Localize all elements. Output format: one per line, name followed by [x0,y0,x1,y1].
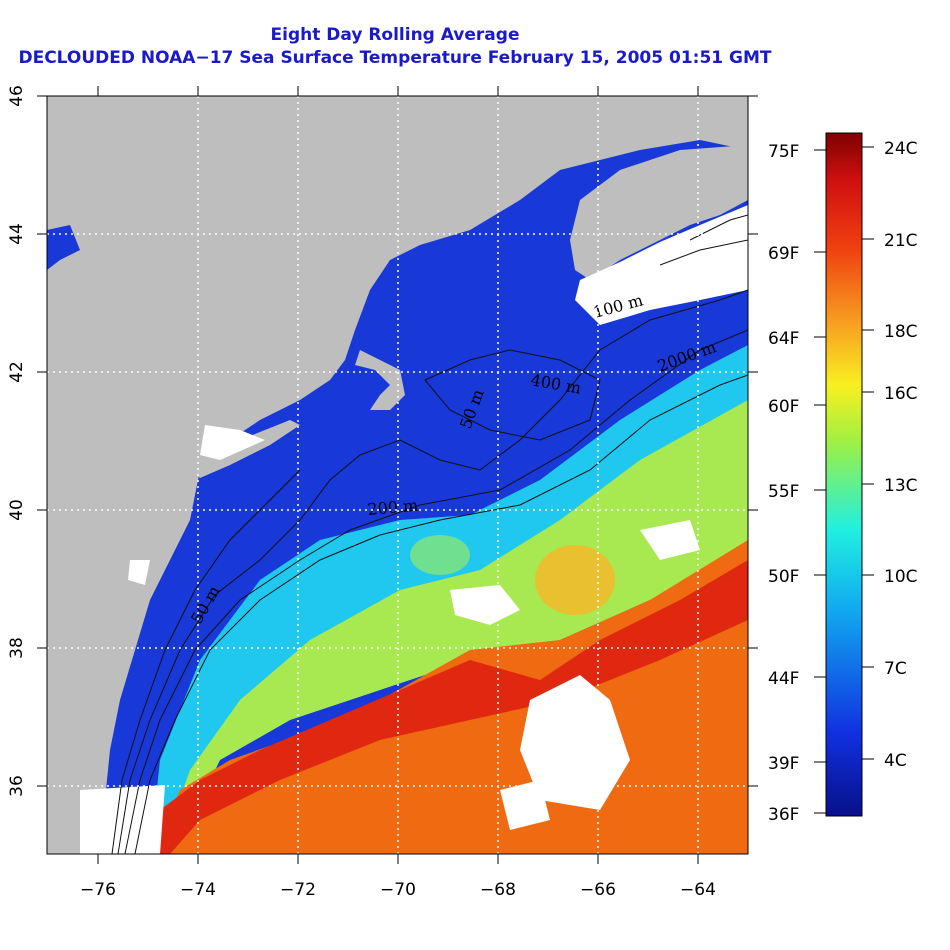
cloud-mask [450,585,520,625]
map-title: Eight Day Rolling Average [270,25,520,45]
y-tick-label: 36 [7,775,27,797]
map-plot-area: 100 m 2000 m 400 m 50 m 200 m 50 m [47,96,748,854]
fahrenheit-label: 39F [768,754,799,774]
celsius-label: 21C [884,231,918,251]
contour-scotian [659,214,748,266]
eddy-feature [410,535,470,575]
x-axis-ticks [97,86,699,864]
x-axis-labels: −76 −74 −72 −70 −68 −66 −64 [80,880,716,900]
celsius-label: 24C [884,139,918,159]
y-axis-ticks [37,95,758,787]
celsius-label: 18C [884,322,918,342]
slope-water-yellow [160,400,748,854]
contour-200m [124,329,748,854]
x-tick-label: −72 [280,880,316,900]
x-tick-label: −76 [80,880,116,900]
no-data-coastal [200,425,265,460]
graticule [47,96,748,854]
y-tick-label: 42 [7,361,27,383]
contour-label: 200 m [367,496,419,519]
x-tick-label: −74 [180,880,216,900]
warm-core-ring [535,545,615,615]
land-nova-scotia [570,145,748,280]
fahrenheit-label: 69F [768,244,799,264]
fahrenheit-labels: 75F 69F 64F 60F 55F 50F 44F 39F 36F [768,142,799,825]
gulf-stream-core [140,560,748,854]
map-subtitle: DECLOUDED NOAA−17 Sea Surface Temperatur… [18,48,772,68]
fahrenheit-label: 44F [768,669,799,689]
contour-50m [111,469,301,854]
y-axis-labels: 36 38 40 42 44 46 [7,85,27,797]
celsius-label: 7C [884,659,907,679]
lake-region [47,225,80,270]
celsius-label: 16C [884,384,918,404]
x-tick-label: −64 [680,880,716,900]
contour-basin [424,349,601,441]
fahrenheit-label: 55F [768,482,799,502]
celsius-label: 10C [884,567,918,587]
fahrenheit-label: 50F [768,567,799,587]
cloud-mask [640,520,700,560]
bathymetry-contours [111,214,748,854]
land-long-island [190,420,300,478]
contour-2000m [134,374,748,854]
x-tick-label: −70 [380,880,416,900]
no-data-scotian-shelf [575,205,748,325]
fahrenheit-label: 75F [768,142,799,162]
celsius-ticks [862,146,874,760]
cloud-mask [520,675,630,810]
y-tick-label: 46 [7,85,27,107]
y-tick-label: 40 [7,499,27,521]
land-north-america [47,96,748,854]
cloud-mask [500,780,550,830]
no-data-carolina [80,785,165,854]
colorbar [825,132,863,817]
y-tick-label: 44 [7,223,27,245]
land-cape-cod [355,350,405,410]
celsius-labels: 24C 21C 18C 16C 13C 10C 7C 4C [884,139,918,771]
fahrenheit-ticks [814,149,826,814]
fahrenheit-label: 60F [768,397,799,417]
celsius-label: 4C [884,751,907,771]
celsius-label: 13C [884,476,918,496]
fahrenheit-label: 64F [768,329,799,349]
y-tick-label: 38 [7,637,27,659]
x-tick-label: −68 [480,880,516,900]
no-data-coastal [128,560,150,585]
land-delmarva [47,590,110,820]
x-tick-label: −66 [580,880,616,900]
contour-100m [117,289,748,854]
fahrenheit-label: 36F [768,805,799,825]
